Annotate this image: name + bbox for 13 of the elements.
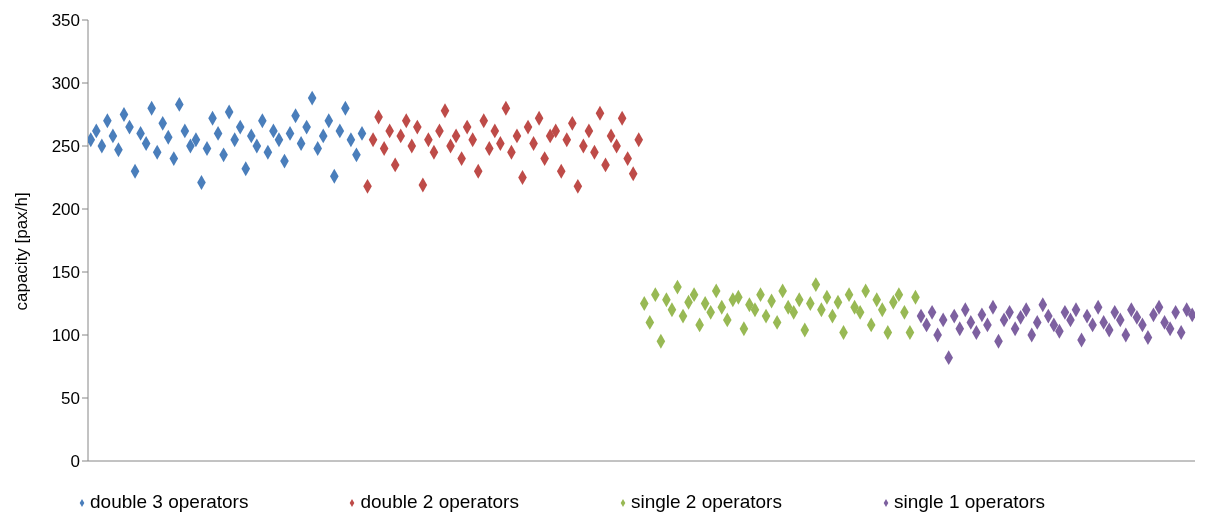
legend-label: double 2 operators [360, 491, 519, 512]
y-tick-label: 100 [51, 326, 80, 346]
legend-label: double 3 operators [90, 491, 249, 512]
y-tick-label: 300 [51, 74, 80, 94]
y-tick-label: 250 [51, 137, 80, 157]
y-tick-label: 0 [70, 452, 80, 472]
y-tick-label: 200 [51, 200, 80, 220]
y-tick-label: 150 [51, 263, 80, 283]
legend-label: single 1 operators [893, 491, 1045, 512]
legend-label: single 2 operators [630, 491, 782, 512]
y-axis-title: capacity [pax/h] [12, 192, 32, 311]
y-tick-label: 50 [61, 389, 80, 409]
y-tick-label: 350 [51, 11, 80, 31]
